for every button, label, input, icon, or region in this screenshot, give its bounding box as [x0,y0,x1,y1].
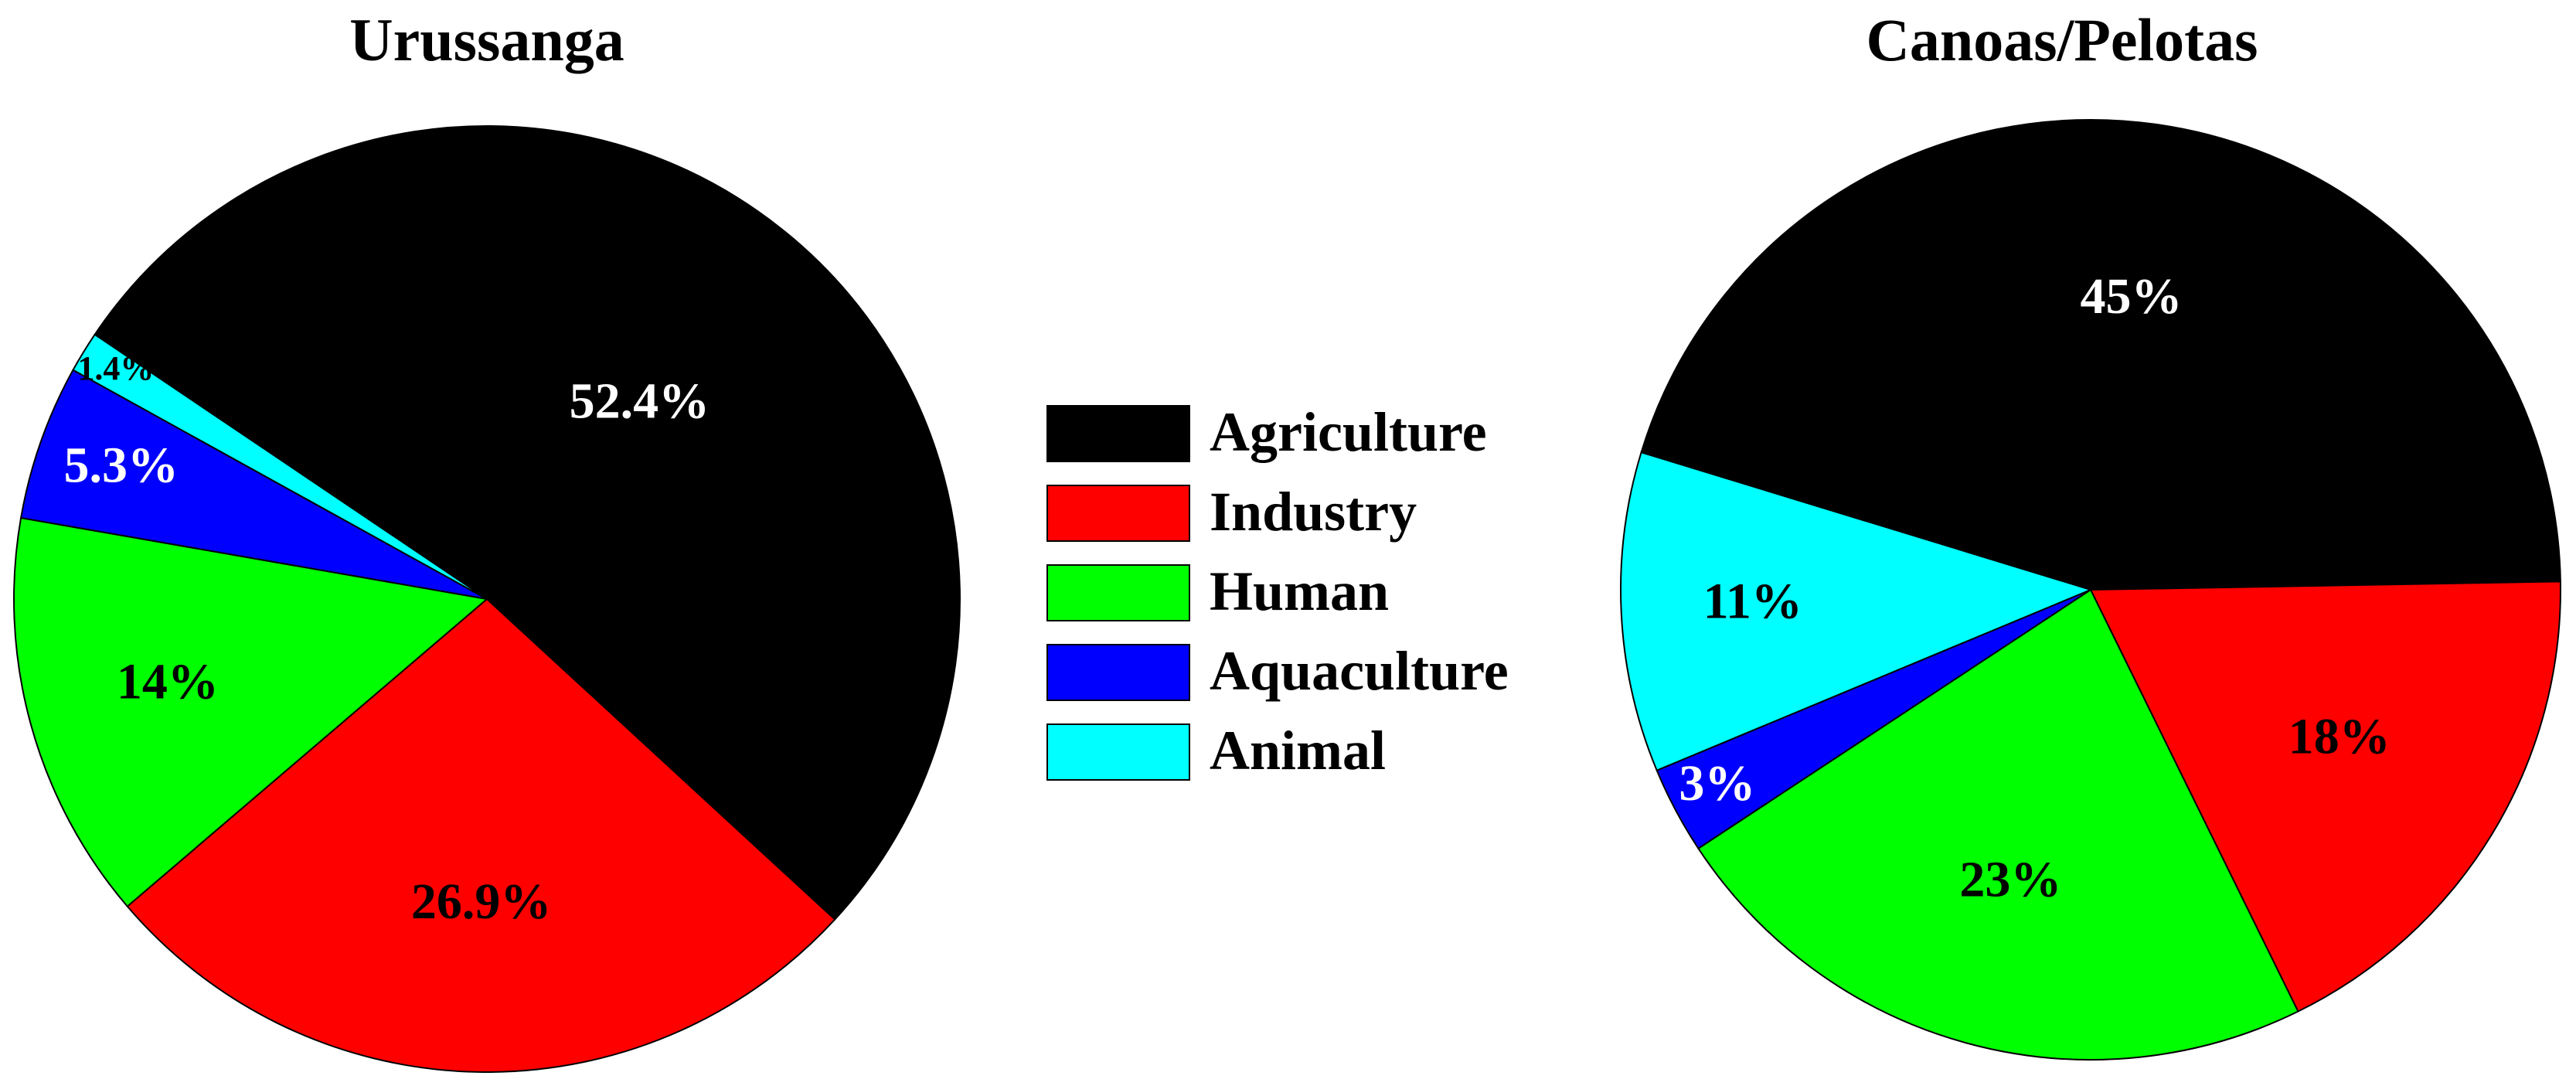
legend-label-industry: Industry [1210,481,1417,543]
pie-slice-human [13,516,489,908]
data-label-industry: 18% [2288,709,2391,765]
pie-slice-human [1697,588,2299,1060]
legend-label-animal: Animal [1210,720,1386,781]
pie-urussanga: 52.4% 26.9% 14% 5.3% 1.4% [13,124,961,1073]
data-label-aquaculture: 5.3% [63,437,179,493]
legend-swatch-agriculture [1046,405,1190,462]
pie-slice-aquaculture [19,369,488,600]
legend-swatch-animal [1046,723,1190,781]
data-label-agriculture: 52.4% [570,373,710,429]
data-label-aquaculture: 3% [1679,755,1755,812]
legend-label-human: Human [1210,560,1389,622]
pie-slice-agriculture [94,124,961,921]
data-label-animal: 11% [1703,574,1802,630]
legend-label-agriculture: Agriculture [1210,401,1487,463]
pie-canoas-pelotas: 45% 18% 23% 3% 11% [1620,119,2561,1060]
pie-slice-industry [2089,580,2561,1013]
legend-swatch-industry [1046,485,1190,542]
data-label-agriculture: 45% [2080,268,2182,325]
chart-title-canoas-pelotas: Canoas/Pelotas [1866,6,2258,73]
pie-slice-animal [1620,451,2093,771]
data-label-animal: 1.4% [77,349,154,387]
pie-slice-animal [72,333,488,600]
pie-slice-agriculture [1640,119,2561,591]
legend-swatch-human [1046,564,1190,621]
chart-title-urussanga: Urussanga [349,6,624,73]
legend-swatch-aquaculture [1046,644,1190,701]
legend: Agriculture Industry Human Aquaculture Anima… [1046,401,1509,781]
data-label-industry: 26.9% [411,873,552,930]
legend-label-aquaculture: Aquaculture [1210,640,1509,702]
data-label-human: 14% [117,653,219,710]
pie-slice-industry [126,597,836,1073]
data-label-human: 23% [1959,852,2061,908]
